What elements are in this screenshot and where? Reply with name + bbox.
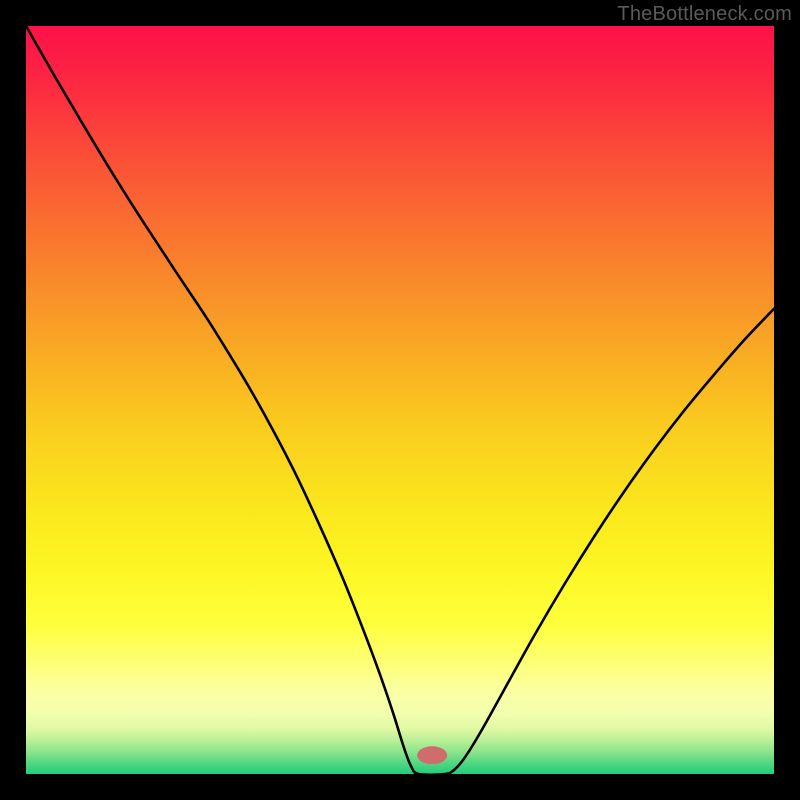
watermark-text: TheBottleneck.com — [617, 3, 792, 26]
bottleneck-curve-chart — [0, 0, 800, 800]
chart-background — [26, 26, 774, 774]
chart-container: TheBottleneck.com — [0, 0, 800, 800]
optimal-point-marker — [417, 746, 447, 764]
